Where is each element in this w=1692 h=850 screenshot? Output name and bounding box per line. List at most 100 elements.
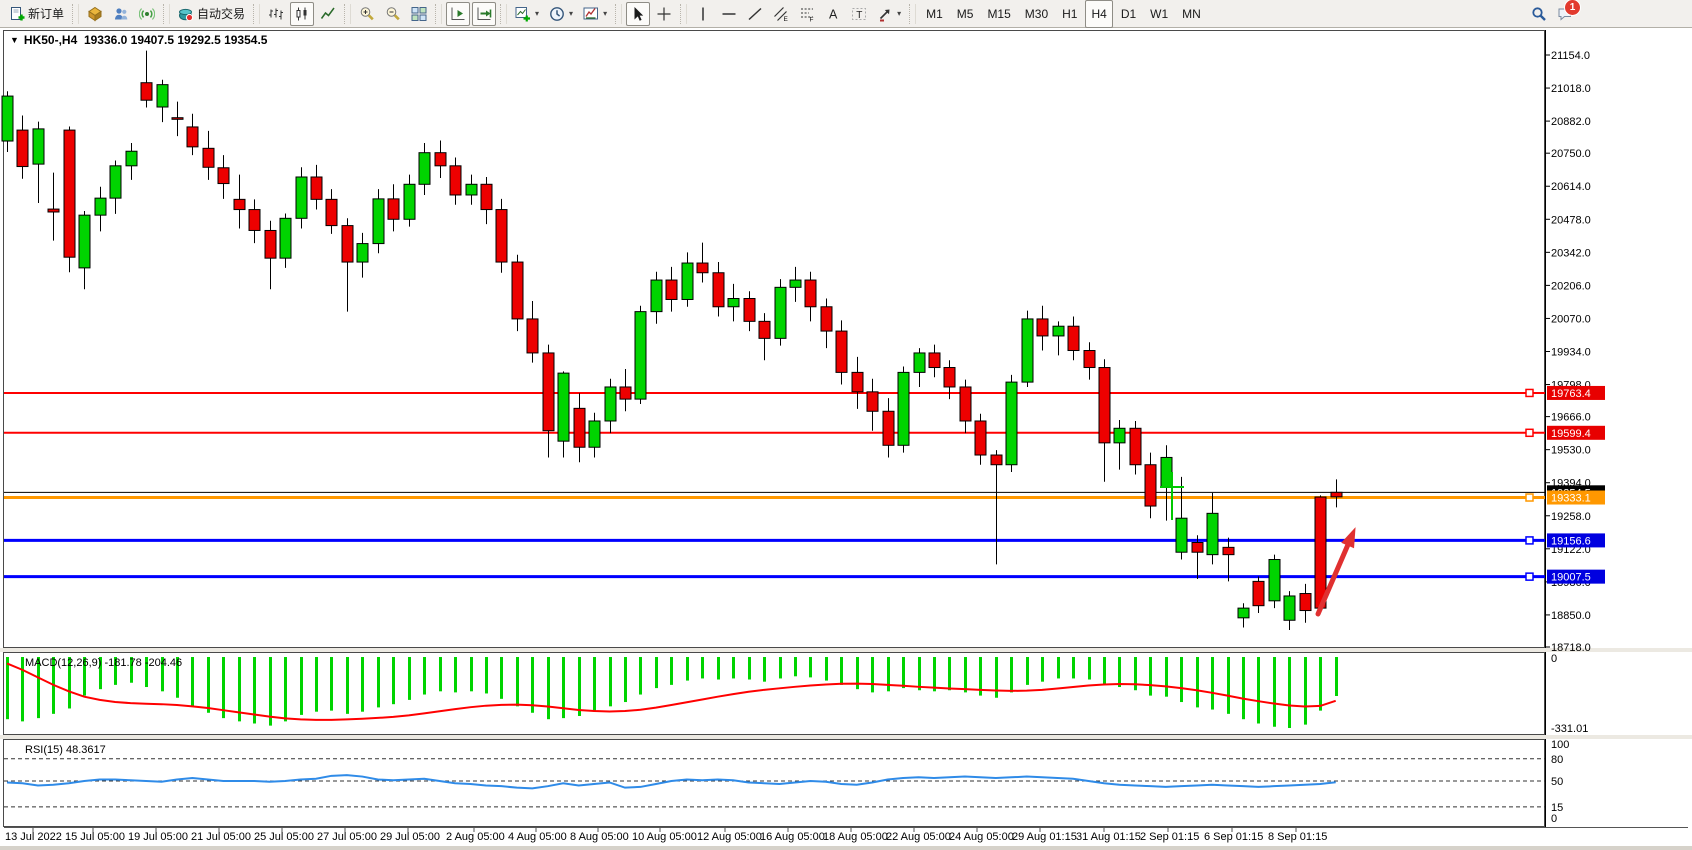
chat-button[interactable]: 1 (1553, 0, 1581, 26)
candle-body (1036, 318, 1049, 337)
line-handle[interactable] (1525, 388, 1534, 398)
period-M5-label: M5 (956, 6, 974, 21)
candlestick-button[interactable] (290, 1, 315, 26)
search-icon (1532, 7, 1546, 21)
rsi-label: RSI(15) 48.3617 (25, 744, 106, 756)
price-badge-19333.1 (1547, 490, 1605, 505)
broadcast-button[interactable] (135, 2, 159, 26)
period-H4-label: H4 (1091, 6, 1107, 21)
chart-shift-button[interactable] (472, 1, 497, 26)
template-button[interactable]: ▾ (579, 2, 611, 26)
period-M15[interactable]: M15 (981, 0, 1016, 28)
plus-marker[interactable] (1160, 472, 1184, 520)
candle-body (264, 229, 277, 259)
navigator-button[interactable] (109, 2, 133, 26)
price-badge-text: 19763.4 (1551, 388, 1591, 400)
period-M5[interactable]: M5 (951, 0, 980, 28)
label-button[interactable]: T (847, 2, 871, 26)
toolbar-separator (163, 3, 171, 24)
price-tick-label: 18718.0 (1551, 642, 1591, 654)
macd-indicator: MACD(12,26,9) -181.78 -204.46 0 -331.01 (6, 653, 1588, 735)
date-label: 31 Aug 01:15 (1076, 831, 1141, 843)
price-badge-text: 19156.6 (1551, 535, 1591, 547)
panel-splitter[interactable] (0, 648, 1692, 652)
period-M1[interactable]: M1 (920, 0, 949, 28)
toolbar-separator (72, 3, 80, 24)
crosshair-button[interactable] (652, 2, 676, 26)
rsi-axis-label: 80 (1551, 754, 1563, 766)
price-tick-label: 20750.0 (1551, 148, 1591, 160)
chart-background (0, 28, 1692, 850)
date-label: 13 Jul 2022 (5, 831, 62, 843)
new-order-button[interactable]: 新订单 (5, 2, 68, 26)
macd-axis-label: -331.01 (1551, 723, 1588, 735)
line-handle[interactable] (1525, 536, 1534, 545)
candle-body (1299, 593, 1312, 612)
vertical-line-button[interactable] (691, 2, 715, 26)
line-handle[interactable] (1525, 572, 1534, 581)
date-label: 2 Aug 05:00 (446, 831, 505, 843)
date-label: 8 Aug 05:00 (570, 831, 629, 843)
period-D1[interactable]: D1 (1115, 0, 1142, 28)
horizontal-line-button[interactable] (717, 2, 741, 26)
candle-body (279, 217, 292, 259)
trend-up-arrow[interactable] (1315, 527, 1356, 617)
line-handle[interactable] (1525, 493, 1534, 502)
period-H1[interactable]: H1 (1056, 0, 1083, 28)
chevron-down-icon[interactable]: ▾ (535, 9, 540, 18)
period-H4[interactable]: H4 (1085, 0, 1113, 28)
cursor-button[interactable] (626, 1, 651, 26)
price-tick-label: 19258.0 (1551, 511, 1591, 523)
auto-scroll-button[interactable] (446, 1, 471, 26)
period-M30[interactable]: M30 (1019, 0, 1054, 28)
candle-body (557, 372, 570, 442)
candle-body (495, 209, 508, 263)
period-W1[interactable]: W1 (1144, 0, 1174, 28)
equidistant-channel-button[interactable]: E (769, 2, 793, 26)
trendline-button[interactable] (743, 2, 767, 26)
period-menu-button[interactable]: ▾ (545, 2, 577, 26)
candle-body (743, 298, 756, 322)
period-MN[interactable]: MN (1176, 0, 1207, 28)
candle-body (681, 262, 694, 300)
market-watch-button[interactable] (83, 2, 107, 26)
price-tick-label: 20614.0 (1551, 181, 1591, 193)
date-label: 22 Aug 05:00 (886, 831, 951, 843)
chevron-down-icon[interactable]: ▾ (897, 9, 902, 18)
line-chart-button[interactable] (316, 2, 340, 26)
broadcast-icon (139, 7, 156, 20)
arrows-button[interactable]: ▾ (873, 2, 905, 26)
fibonacci-button[interactable]: F (795, 2, 819, 26)
date-axis[interactable]: 13 Jul 2022 15 Jul 05:00 19 Jul 05:00 21 Ju… (4, 827, 1688, 844)
chart-menu-icon[interactable]: ▼ (10, 35, 19, 45)
period-H1-label: H1 (1062, 6, 1078, 21)
text-button[interactable]: A (821, 2, 845, 26)
candle-body (310, 176, 323, 200)
panel-splitter[interactable] (0, 735, 1692, 739)
line-handle[interactable] (1525, 428, 1534, 438)
candle-body (913, 352, 926, 373)
autotrading-button[interactable]: 自动交易 (174, 2, 249, 26)
new-chart-button[interactable]: ▾ (511, 2, 543, 26)
toolbar-separator (909, 3, 917, 24)
svg-text:T: T (856, 10, 862, 21)
candle-body (1283, 595, 1296, 621)
zoom-out-button[interactable] (381, 2, 405, 26)
bar-chart-button[interactable] (264, 2, 288, 26)
chevron-down-icon[interactable]: ▾ (603, 9, 608, 18)
candle-body (511, 261, 524, 320)
market-watch-icon (88, 6, 102, 21)
svg-text:E: E (784, 16, 789, 22)
tile-windows-button[interactable] (407, 2, 431, 26)
chevron-down-icon[interactable]: ▾ (569, 9, 574, 18)
tile-windows-icon (411, 6, 427, 21)
candle-body (712, 272, 725, 308)
rsi-line (6, 774, 1336, 790)
price-tick-label: 19934.0 (1551, 346, 1591, 358)
svg-text:F: F (810, 16, 814, 22)
candle-body (959, 386, 972, 422)
zoom-in-button[interactable] (355, 2, 379, 26)
candle-body (16, 129, 29, 168)
search-button[interactable] (1527, 2, 1551, 26)
